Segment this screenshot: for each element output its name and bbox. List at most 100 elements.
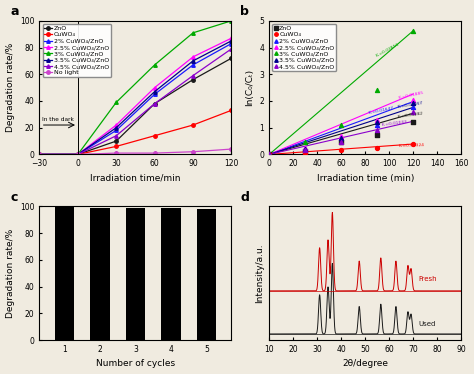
No light (228, 147, 234, 151)
2.5% CuWO₄/ZnO (228, 36, 234, 40)
Line: 2.5% CuWO₄/ZnO: 2.5% CuWO₄/ZnO (38, 36, 233, 156)
Point (374, 132, 381, 138)
Point (410, 141, 417, 147)
CuWO₄ (75, 152, 81, 157)
Text: b: b (240, 6, 249, 18)
Point (410, 109, 417, 115)
Text: K₁=0.01033: K₁=0.01033 (381, 120, 407, 127)
Point (337, 122, 345, 128)
No light (113, 151, 119, 155)
Point (265, 151, 273, 157)
Bar (55, 208, 74, 340)
No light (190, 150, 196, 154)
Point (374, 119, 381, 125)
Legend: ZnO, CuWO₄, 2% CuWO₄/ZnO, 2.5% CuWO₄/ZnO, 3% CuWO₄/ZnO, 3.5% CuWO₄/ZnO, 4.5% CuW: ZnO, CuWO₄, 2% CuWO₄/ZnO, 2.5% CuWO₄/ZnO… (43, 24, 111, 77)
ZnO (75, 152, 81, 157)
CuWO₄ (36, 152, 42, 157)
2% CuWO₄/ZnO (190, 62, 196, 67)
3% CuWO₄/ZnO (152, 62, 157, 67)
Line: 3% CuWO₄/ZnO: 3% CuWO₄/ZnO (38, 19, 233, 156)
2.5% CuWO₄/ZnO (190, 55, 196, 59)
Point (337, 139, 345, 145)
Point (374, 145, 381, 151)
No light (36, 152, 42, 157)
Point (265, 151, 273, 157)
Point (301, 145, 309, 151)
X-axis label: Number of cycles: Number of cycles (96, 359, 175, 368)
Point (374, 117, 381, 123)
Text: In the dark: In the dark (42, 117, 74, 122)
3% CuWO₄/ZnO (75, 152, 81, 157)
Point (410, 104, 417, 110)
Bar (90, 208, 109, 340)
Text: K₁=0.01885: K₁=0.01885 (398, 91, 424, 100)
Line: 4.5% CuWO₄/ZnO: 4.5% CuWO₄/ZnO (38, 47, 233, 156)
Point (410, 119, 417, 125)
Line: 2% CuWO₄/ZnO: 2% CuWO₄/ZnO (38, 42, 233, 156)
Text: K₁=0.03856: K₁=0.03856 (375, 42, 400, 58)
3.5% CuWO₄/ZnO (36, 152, 42, 157)
2% CuWO₄/ZnO (152, 92, 157, 96)
Legend: ZnO, CuWO₄, 2% CuWO₄/ZnO, 2.5% CuWO₄/ZnO, 3% CuWO₄/ZnO, 3.5% CuWO₄/ZnO, 4.5% CuW: ZnO, CuWO₄, 2% CuWO₄/ZnO, 2.5% CuWO₄/ZnO… (273, 24, 337, 71)
CuWO₄ (152, 134, 157, 138)
Point (265, 151, 273, 157)
3% CuWO₄/ZnO (190, 31, 196, 35)
Y-axis label: Degradation rate/%: Degradation rate/% (6, 229, 15, 318)
Point (301, 147, 309, 153)
2.5% CuWO₄/ZnO (75, 152, 81, 157)
Text: Fresh: Fresh (418, 276, 437, 282)
4.5% CuWO₄/ZnO (190, 73, 196, 78)
3.5% CuWO₄/ZnO (228, 39, 234, 43)
Point (410, 28, 417, 34)
CuWO₄ (190, 123, 196, 127)
Text: c: c (11, 191, 18, 204)
Point (301, 150, 309, 156)
Line: No light: No light (38, 147, 233, 156)
3.5% CuWO₄/ZnO (75, 152, 81, 157)
Point (265, 151, 273, 157)
Point (337, 135, 345, 141)
Point (301, 139, 309, 145)
X-axis label: Irradiation time/min: Irradiation time/min (90, 174, 181, 183)
Y-axis label: Intensity/a.u.: Intensity/a.u. (255, 243, 264, 303)
3% CuWO₄/ZnO (113, 100, 119, 105)
2.5% CuWO₄/ZnO (113, 123, 119, 127)
2% CuWO₄/ZnO (36, 152, 42, 157)
Y-axis label: ln(C₀/Cₜ): ln(C₀/Cₜ) (245, 69, 254, 106)
3.5% CuWO₄/ZnO (190, 59, 196, 63)
Bar (161, 208, 181, 340)
4.5% CuWO₄/ZnO (152, 101, 157, 106)
Text: d: d (240, 191, 249, 204)
CuWO₄ (113, 144, 119, 148)
2% CuWO₄/ZnO (113, 128, 119, 133)
Point (265, 151, 273, 157)
2.5% CuWO₄/ZnO (36, 152, 42, 157)
Bar (126, 208, 145, 340)
CuWO₄ (228, 108, 234, 113)
ZnO (36, 152, 42, 157)
Y-axis label: Degradation rate/%: Degradation rate/% (6, 43, 15, 132)
Point (374, 128, 381, 134)
Text: K₁=0.01467: K₁=0.01467 (398, 101, 424, 110)
No light (152, 151, 157, 155)
3% CuWO₄/ZnO (228, 19, 234, 23)
Point (301, 146, 309, 152)
Point (337, 139, 345, 145)
ZnO (113, 139, 119, 143)
Point (374, 87, 381, 93)
Text: a: a (11, 6, 19, 18)
4.5% CuWO₄/ZnO (228, 47, 234, 51)
Text: K₁=0.00324: K₁=0.00324 (399, 144, 425, 148)
Point (410, 100, 417, 106)
Point (301, 148, 309, 154)
Text: K₁=0.01282: K₁=0.01282 (398, 111, 424, 119)
Line: ZnO: ZnO (38, 56, 233, 156)
Point (337, 133, 345, 139)
X-axis label: 2θ/degree: 2θ/degree (342, 359, 388, 368)
Point (337, 147, 345, 153)
2.5% CuWO₄/ZnO (152, 85, 157, 90)
3.5% CuWO₄/ZnO (113, 125, 119, 130)
4.5% CuWO₄/ZnO (36, 152, 42, 157)
2% CuWO₄/ZnO (75, 152, 81, 157)
Text: K₁=0.01647: K₁=0.01647 (368, 106, 394, 115)
